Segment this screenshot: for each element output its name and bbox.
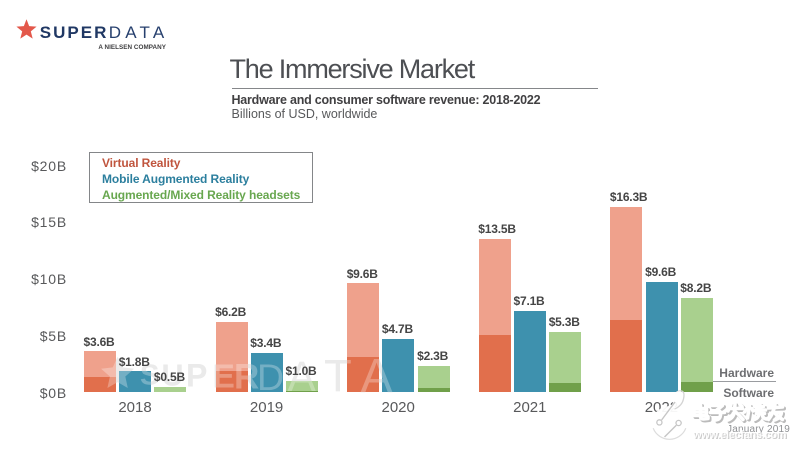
svg-text:P: P	[186, 358, 207, 394]
svg-text:U: U	[162, 359, 184, 393]
svg-text:D: D	[257, 356, 284, 398]
svg-text:R: R	[234, 358, 259, 397]
svg-text:P: P	[186, 358, 207, 394]
svg-text:A: A	[361, 350, 393, 403]
svg-text:E: E	[213, 359, 235, 396]
svg-text:S: S	[140, 360, 159, 392]
svg-text:A: A	[288, 354, 317, 401]
svg-text:www.elecfans.com: www.elecfans.com	[692, 429, 787, 441]
svg-text:U: U	[162, 359, 184, 393]
svg-text:T: T	[324, 351, 352, 402]
svg-text:www.elecfans.com: www.elecfans.com	[693, 430, 788, 442]
svg-text:A: A	[288, 354, 317, 401]
svg-text:T: T	[324, 351, 352, 402]
